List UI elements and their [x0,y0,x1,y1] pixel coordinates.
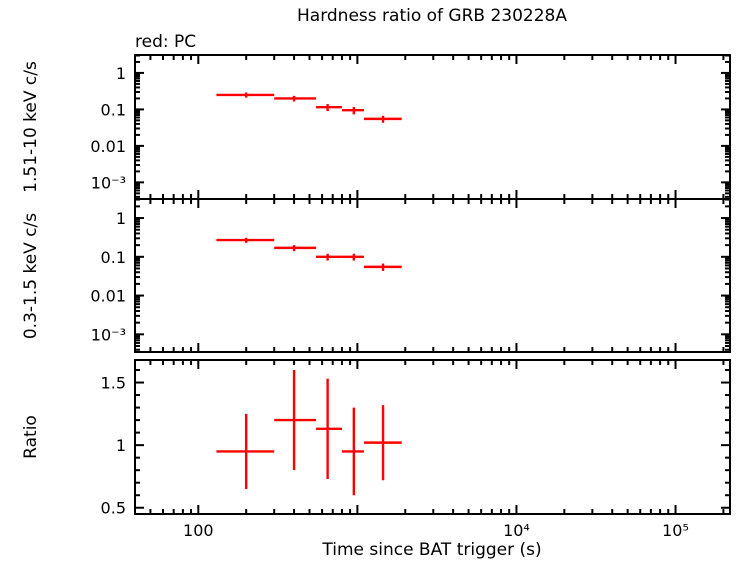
plot-title: Hardness ratio of GRB 230228A [297,6,567,26]
y-tick-label: 1 [116,64,126,83]
y-tick-label: 0.01 [90,137,126,156]
x-tick-label: 10⁴ [503,521,530,540]
y-axis-label-soft: 0.3-1.5 keV c/s [21,213,41,339]
y-tick-label: 1 [116,436,126,455]
mode-annotation: red: PC [135,32,196,52]
y-tick-label: 1 [116,209,126,228]
y-tick-label: 0.1 [101,100,126,119]
y-tick-label: 0.5 [101,499,126,518]
y-axis-label-hard: 1.51-10 keV c/s [21,61,41,193]
plot-area: 1 0.1 0.01 10⁻³ 1 0.1 0.01 10⁻³ 0.5 1 1.5 100 10⁴ 10⁵ [90,54,731,540]
y-tick-label: 1.5 [101,374,126,393]
y-tick-label: 10⁻³ [91,173,126,192]
x-tick-label: 100 [183,521,214,540]
panel-frame-hard-band [134,54,731,200]
y-tick-label: 0.1 [101,248,126,267]
y-tick-label: 0.01 [90,287,126,306]
y-tick-label: 10⁻³ [91,325,126,344]
x-axis-label: Time since BAT trigger (s) [321,540,541,560]
x-tick-label: 10⁵ [662,521,689,540]
panel-frame-ratio [134,359,731,515]
panel-frame-soft-band [134,198,731,353]
y-axis-label-ratio: Ratio [21,415,41,459]
